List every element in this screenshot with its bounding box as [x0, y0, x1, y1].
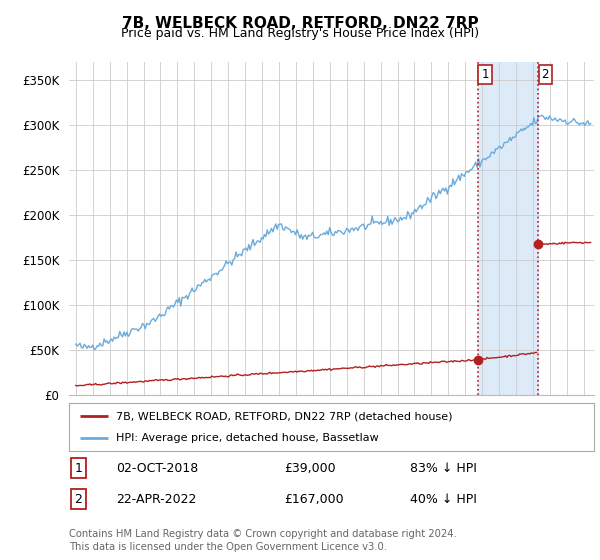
Text: 1: 1 [74, 462, 82, 475]
Bar [478, 62, 538, 395]
Text: 7B, WELBECK ROAD, RETFORD, DN22 7RP (detached house): 7B, WELBECK ROAD, RETFORD, DN22 7RP (det… [116, 411, 453, 421]
Text: This data is licensed under the Open Government Licence v3.0.: This data is licensed under the Open Gov… [69, 542, 387, 552]
Text: Price paid vs. HM Land Registry's House Price Index (HPI): Price paid vs. HM Land Registry's House … [121, 27, 479, 40]
Text: 2: 2 [74, 493, 82, 506]
Text: 02-OCT-2018: 02-OCT-2018 [116, 462, 199, 475]
Text: 2: 2 [542, 68, 549, 81]
Text: £39,000: £39,000 [284, 462, 336, 475]
Text: Contains HM Land Registry data © Crown copyright and database right 2024.: Contains HM Land Registry data © Crown c… [69, 529, 457, 539]
Text: 83% ↓ HPI: 83% ↓ HPI [410, 462, 477, 475]
Text: HPI: Average price, detached house, Bassetlaw: HPI: Average price, detached house, Bass… [116, 433, 379, 443]
Text: 22-APR-2022: 22-APR-2022 [116, 493, 197, 506]
Text: 40% ↓ HPI: 40% ↓ HPI [410, 493, 477, 506]
Text: £167,000: £167,000 [284, 493, 344, 506]
Text: 7B, WELBECK ROAD, RETFORD, DN22 7RP: 7B, WELBECK ROAD, RETFORD, DN22 7RP [122, 16, 478, 31]
Text: 1: 1 [481, 68, 489, 81]
